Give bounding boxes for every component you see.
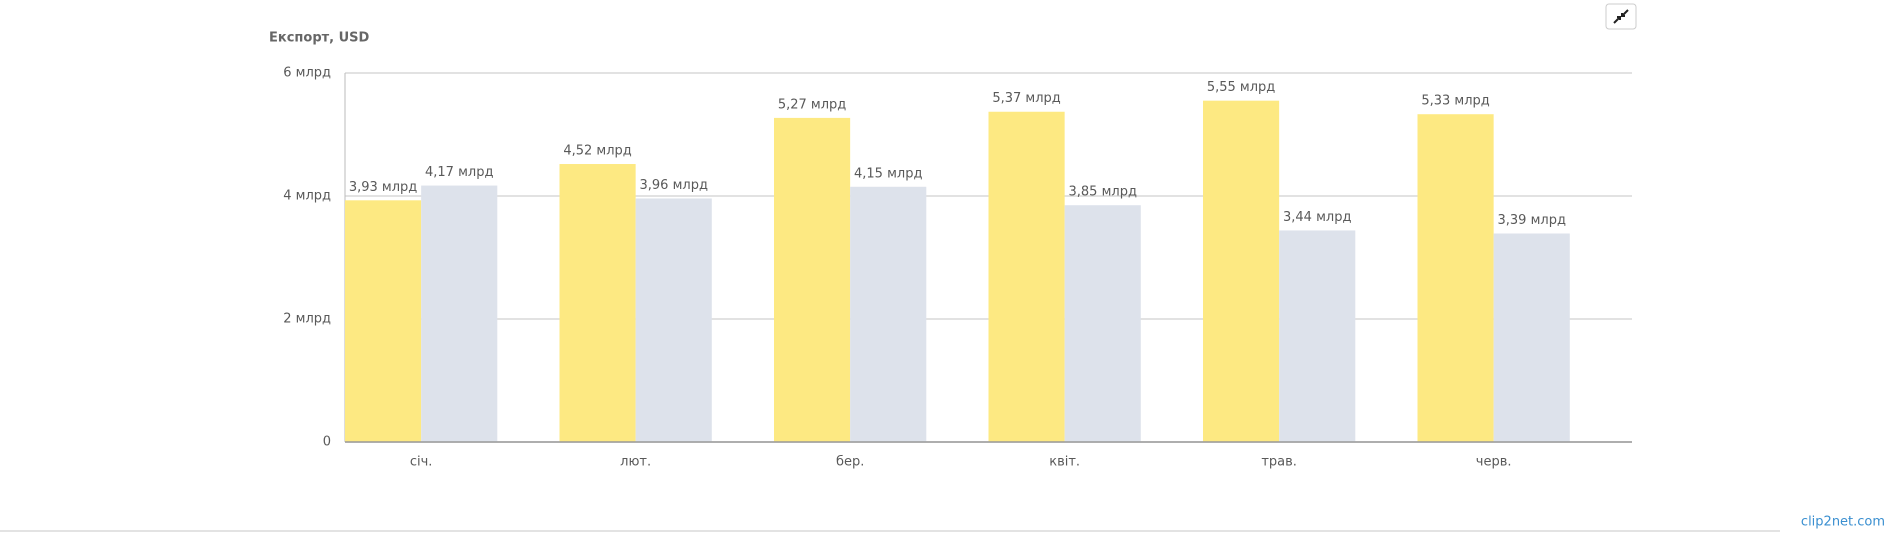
y-tick-label: 4 млрд: [283, 189, 331, 204]
bar: [1279, 230, 1356, 442]
x-tick-label: бер.: [836, 455, 864, 470]
bar: [1203, 100, 1280, 443]
value-label: 5,37 млрд: [992, 91, 1060, 106]
bar: [1493, 233, 1570, 442]
bar: [559, 164, 636, 442]
bar: [1417, 114, 1494, 442]
bar: [774, 117, 851, 443]
value-label: 3,39 млрд: [1498, 213, 1566, 228]
value-label: 5,33 млрд: [1421, 94, 1489, 109]
y-tick-label: 6 млрд: [283, 66, 331, 81]
value-label: 3,93 млрд: [349, 180, 417, 195]
x-tick-label: трав.: [1261, 455, 1297, 470]
chart-title: Експорт, USD: [269, 31, 370, 46]
value-label: 5,27 млрд: [778, 97, 846, 112]
x-tick-label: лют.: [620, 455, 651, 470]
value-label: 3,44 млрд: [1283, 210, 1351, 225]
x-tick-label: квіт.: [1049, 455, 1080, 470]
value-label: 4,52 млрд: [563, 144, 631, 159]
bar: [421, 185, 498, 443]
value-label: 3,96 млрд: [640, 178, 708, 193]
bar: [1064, 205, 1141, 442]
x-tick-label: січ.: [410, 455, 433, 470]
y-tick-label: 2 млрд: [283, 312, 331, 327]
value-label: 4,15 млрд: [854, 166, 922, 181]
value-label: 4,17 млрд: [425, 165, 493, 180]
bar: [635, 198, 712, 442]
value-label: 5,55 млрд: [1207, 80, 1275, 95]
bar: [850, 186, 927, 442]
bar: [345, 200, 422, 442]
bar: [988, 111, 1065, 443]
value-label: 3,85 млрд: [1069, 185, 1137, 200]
collapse-button[interactable]: [1605, 3, 1637, 30]
y-tick-label: 0: [323, 435, 331, 450]
watermark: clip2net.com: [1801, 515, 1885, 530]
x-tick-label: черв.: [1476, 455, 1512, 470]
